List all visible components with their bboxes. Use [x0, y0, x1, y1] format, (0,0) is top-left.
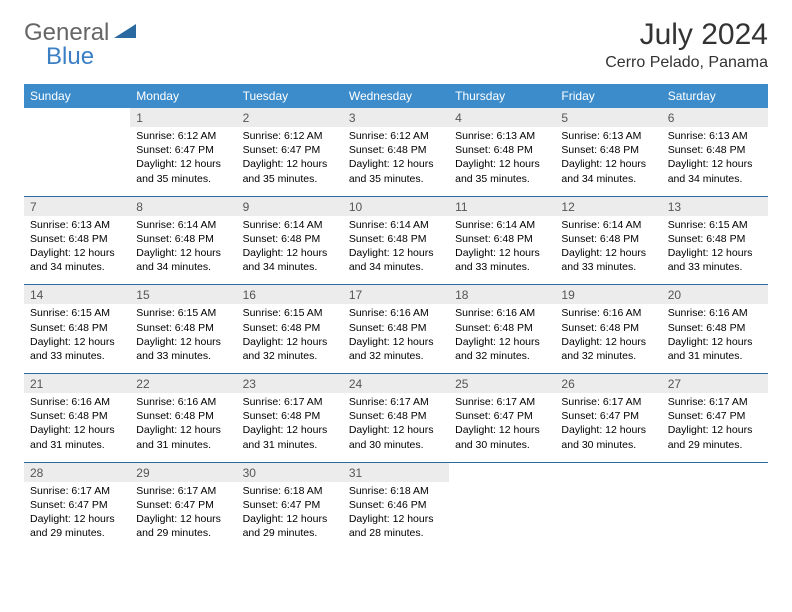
page-header: General Blue July 2024 Cerro Pelado, Pan…: [24, 18, 768, 72]
day-number: 25: [449, 374, 555, 394]
day-info: [449, 482, 555, 551]
day-info: Sunrise: 6:14 AM Sunset: 6:48 PM Dayligh…: [237, 216, 343, 285]
dow-header: Sunday: [24, 84, 130, 108]
info-row: Sunrise: 6:17 AM Sunset: 6:47 PM Dayligh…: [24, 482, 768, 551]
daynum-row: 123456: [24, 108, 768, 127]
logo-blue: Blue: [46, 44, 136, 70]
day-info: Sunrise: 6:17 AM Sunset: 6:47 PM Dayligh…: [130, 482, 236, 551]
day-info: Sunrise: 6:18 AM Sunset: 6:46 PM Dayligh…: [343, 482, 449, 551]
day-info: Sunrise: 6:18 AM Sunset: 6:47 PM Dayligh…: [237, 482, 343, 551]
day-info: Sunrise: 6:12 AM Sunset: 6:48 PM Dayligh…: [343, 127, 449, 196]
month-title: July 2024: [605, 18, 768, 52]
day-info: [24, 127, 130, 196]
day-number: 9: [237, 196, 343, 216]
day-number: 23: [237, 374, 343, 394]
day-number: 27: [662, 374, 768, 394]
title-block: July 2024 Cerro Pelado, Panama: [605, 18, 768, 72]
daynum-row: 14151617181920: [24, 285, 768, 305]
day-info: Sunrise: 6:17 AM Sunset: 6:48 PM Dayligh…: [237, 393, 343, 462]
day-number: 15: [130, 285, 236, 305]
day-info: Sunrise: 6:13 AM Sunset: 6:48 PM Dayligh…: [555, 127, 661, 196]
day-number: 10: [343, 196, 449, 216]
day-info: Sunrise: 6:13 AM Sunset: 6:48 PM Dayligh…: [24, 216, 130, 285]
day-info: Sunrise: 6:16 AM Sunset: 6:48 PM Dayligh…: [662, 304, 768, 373]
day-number: [662, 462, 768, 482]
day-info: Sunrise: 6:17 AM Sunset: 6:47 PM Dayligh…: [24, 482, 130, 551]
day-number: 29: [130, 462, 236, 482]
day-number: 7: [24, 196, 130, 216]
day-number: 1: [130, 108, 236, 127]
daynum-row: 78910111213: [24, 196, 768, 216]
day-info: Sunrise: 6:17 AM Sunset: 6:47 PM Dayligh…: [449, 393, 555, 462]
dow-header: Friday: [555, 84, 661, 108]
logo: General Blue: [24, 18, 136, 71]
day-number: 12: [555, 196, 661, 216]
day-info: Sunrise: 6:15 AM Sunset: 6:48 PM Dayligh…: [130, 304, 236, 373]
day-number: 17: [343, 285, 449, 305]
day-number: 6: [662, 108, 768, 127]
info-row: Sunrise: 6:13 AM Sunset: 6:48 PM Dayligh…: [24, 216, 768, 285]
dow-header: Thursday: [449, 84, 555, 108]
day-number: [24, 108, 130, 127]
dow-header: Tuesday: [237, 84, 343, 108]
day-number: 4: [449, 108, 555, 127]
day-info: Sunrise: 6:14 AM Sunset: 6:48 PM Dayligh…: [555, 216, 661, 285]
day-number: 16: [237, 285, 343, 305]
day-info: Sunrise: 6:15 AM Sunset: 6:48 PM Dayligh…: [662, 216, 768, 285]
day-number: 18: [449, 285, 555, 305]
day-info: [662, 482, 768, 551]
day-info: Sunrise: 6:15 AM Sunset: 6:48 PM Dayligh…: [24, 304, 130, 373]
dow-header: Saturday: [662, 84, 768, 108]
day-number: 3: [343, 108, 449, 127]
location: Cerro Pelado, Panama: [605, 54, 768, 72]
day-number: 28: [24, 462, 130, 482]
info-row: Sunrise: 6:16 AM Sunset: 6:48 PM Dayligh…: [24, 393, 768, 462]
day-number: 8: [130, 196, 236, 216]
day-number: 19: [555, 285, 661, 305]
day-info: Sunrise: 6:17 AM Sunset: 6:47 PM Dayligh…: [662, 393, 768, 462]
day-number: 30: [237, 462, 343, 482]
day-info: Sunrise: 6:14 AM Sunset: 6:48 PM Dayligh…: [130, 216, 236, 285]
day-info: Sunrise: 6:17 AM Sunset: 6:47 PM Dayligh…: [555, 393, 661, 462]
day-number: 31: [343, 462, 449, 482]
day-info: Sunrise: 6:12 AM Sunset: 6:47 PM Dayligh…: [237, 127, 343, 196]
triangle-icon: [114, 24, 136, 40]
day-number: 21: [24, 374, 130, 394]
day-number: 24: [343, 374, 449, 394]
day-number: [555, 462, 661, 482]
day-info: Sunrise: 6:16 AM Sunset: 6:48 PM Dayligh…: [555, 304, 661, 373]
day-info: Sunrise: 6:13 AM Sunset: 6:48 PM Dayligh…: [449, 127, 555, 196]
day-info: Sunrise: 6:14 AM Sunset: 6:48 PM Dayligh…: [449, 216, 555, 285]
dow-header: Wednesday: [343, 84, 449, 108]
day-info: Sunrise: 6:15 AM Sunset: 6:48 PM Dayligh…: [237, 304, 343, 373]
logo-general: General: [24, 19, 109, 46]
day-info: Sunrise: 6:12 AM Sunset: 6:47 PM Dayligh…: [130, 127, 236, 196]
day-number: 5: [555, 108, 661, 127]
day-number: 2: [237, 108, 343, 127]
calendar-table: Sunday Monday Tuesday Wednesday Thursday…: [24, 84, 768, 550]
day-number: 26: [555, 374, 661, 394]
info-row: Sunrise: 6:12 AM Sunset: 6:47 PM Dayligh…: [24, 127, 768, 196]
day-info: Sunrise: 6:14 AM Sunset: 6:48 PM Dayligh…: [343, 216, 449, 285]
day-info: [555, 482, 661, 551]
daynum-row: 28293031: [24, 462, 768, 482]
day-info: Sunrise: 6:16 AM Sunset: 6:48 PM Dayligh…: [343, 304, 449, 373]
day-number: 11: [449, 196, 555, 216]
day-number: 20: [662, 285, 768, 305]
day-info: Sunrise: 6:17 AM Sunset: 6:48 PM Dayligh…: [343, 393, 449, 462]
day-number: [449, 462, 555, 482]
day-info: Sunrise: 6:16 AM Sunset: 6:48 PM Dayligh…: [449, 304, 555, 373]
day-number: 22: [130, 374, 236, 394]
dow-row: Sunday Monday Tuesday Wednesday Thursday…: [24, 84, 768, 108]
daynum-row: 21222324252627: [24, 374, 768, 394]
dow-header: Monday: [130, 84, 236, 108]
day-info: Sunrise: 6:16 AM Sunset: 6:48 PM Dayligh…: [24, 393, 130, 462]
info-row: Sunrise: 6:15 AM Sunset: 6:48 PM Dayligh…: [24, 304, 768, 373]
day-number: 13: [662, 196, 768, 216]
day-info: Sunrise: 6:16 AM Sunset: 6:48 PM Dayligh…: [130, 393, 236, 462]
day-number: 14: [24, 285, 130, 305]
day-info: Sunrise: 6:13 AM Sunset: 6:48 PM Dayligh…: [662, 127, 768, 196]
